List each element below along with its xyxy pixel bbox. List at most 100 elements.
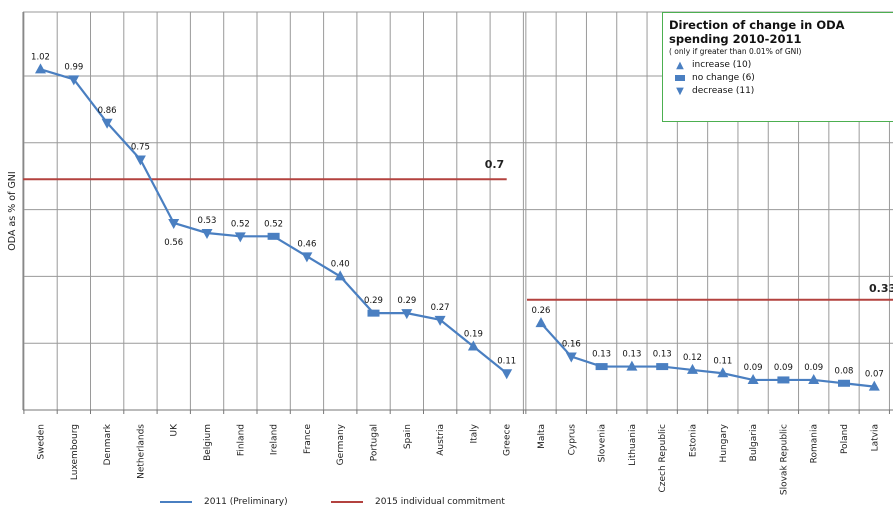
data-label: 1.02	[31, 52, 50, 62]
x-tick-label: France	[303, 424, 313, 454]
legend-2011: 2011 (Preliminary)	[160, 497, 288, 507]
marker-decrease	[168, 218, 180, 229]
x-tick-label: Cyprus	[567, 424, 577, 456]
data-label: 0.16	[562, 340, 581, 350]
data-label: 0.09	[774, 363, 793, 373]
marker-no-change	[595, 363, 608, 371]
direction-legend: Direction of change in ODA spending 2010…	[662, 12, 893, 122]
x-tick-label: Bulgaria	[749, 424, 759, 461]
commitment-label: 0.33	[869, 282, 893, 295]
x-tick-label: Denmark	[103, 423, 113, 465]
triangle-down-icon: ▼	[676, 86, 684, 97]
marker-increase	[687, 363, 698, 374]
marker-increase	[35, 63, 46, 74]
x-tick-label: Italy	[469, 423, 479, 443]
data-label: 0.75	[131, 143, 150, 153]
x-tick-label: Austria	[436, 424, 446, 456]
legend-2015-label: 2015 individual commitment	[375, 497, 505, 507]
triangle-up-icon: ▲	[676, 60, 684, 71]
x-tick-label: Ireland	[270, 424, 280, 455]
x-tick-label: Finland	[236, 424, 246, 456]
data-label: 0.11	[497, 356, 516, 366]
marker-increase	[747, 373, 759, 384]
x-tick-label: Sweden	[37, 424, 47, 460]
marker-no-change	[777, 376, 790, 384]
legend-swatch-2011	[160, 501, 192, 503]
x-tick-label: UK	[170, 423, 180, 437]
legend-note: ( only if greater than 0.01% of GNI)	[669, 47, 802, 56]
marker-decrease	[501, 369, 513, 380]
data-label: 0.13	[653, 350, 672, 360]
data-label: 0.08	[835, 366, 854, 376]
legend-item-label: decrease (11)	[692, 86, 755, 96]
x-tick-label: Netherlands	[136, 424, 146, 479]
marker-increase	[717, 367, 729, 378]
data-label: 0.52	[264, 219, 283, 229]
legend-2015: 2015 individual commitment	[331, 497, 505, 507]
commitment-label: 0.7	[485, 158, 505, 171]
data-label: 0.53	[198, 216, 217, 226]
data-label: 0.29	[397, 296, 416, 306]
data-label: 0.09	[744, 363, 763, 373]
data-label: 0.29	[364, 296, 383, 306]
x-tick-label: Slovak Republic	[779, 424, 789, 495]
legend-item-no-change: no change (6)	[669, 72, 887, 85]
data-label: 0.27	[431, 303, 450, 313]
data-label: 0.46	[297, 239, 316, 249]
marker-decrease	[68, 75, 80, 86]
legend-title: Direction of change in ODA spending 2010…	[669, 18, 845, 46]
data-label: 0.12	[683, 353, 702, 363]
marker-decrease	[134, 155, 146, 166]
marker-decrease	[434, 315, 446, 326]
legend-item-label: no change (6)	[692, 73, 755, 83]
legend-item-label: increase (10)	[692, 60, 752, 70]
x-tick-label: Slovenia	[598, 424, 608, 462]
data-label: 0.86	[98, 106, 117, 116]
x-tick-label: Hungary	[719, 423, 729, 462]
marker-decrease	[401, 309, 413, 320]
x-tick-label: Lithuania	[628, 424, 638, 466]
x-tick-label: Spain	[403, 424, 413, 449]
data-label: 0.40	[331, 259, 350, 269]
data-label: 0.11	[713, 356, 732, 366]
x-tick-label: Poland	[840, 424, 850, 454]
x-tick-label: Luxembourg	[70, 424, 80, 480]
data-label: 0.99	[64, 62, 83, 72]
marker-decrease	[301, 252, 313, 263]
y-axis-label: ODA as % of GNI	[7, 171, 18, 250]
marker-increase	[626, 360, 638, 371]
marker-decrease	[101, 118, 113, 129]
x-tick-label: Belgium	[203, 424, 213, 461]
x-tick-label: Estonia	[689, 424, 699, 457]
data-label: 0.56	[164, 238, 183, 248]
x-tick-label: Greece	[503, 424, 513, 456]
legend-item-decrease: ▼ decrease (11)	[669, 85, 887, 98]
x-tick-label: Malta	[537, 424, 547, 449]
data-label: 0.52	[231, 219, 250, 229]
data-label: 0.19	[464, 330, 483, 340]
marker-increase	[467, 340, 479, 351]
marker-no-change	[267, 232, 280, 240]
x-tick-label: Czech Republic	[658, 424, 668, 493]
marker-increase	[808, 373, 820, 384]
marker-increase	[334, 270, 346, 281]
x-tick-label: Germany	[336, 423, 346, 465]
data-label: 0.09	[804, 363, 823, 373]
data-label: 0.26	[532, 306, 551, 316]
x-tick-label: Romania	[810, 424, 820, 463]
marker-increase	[868, 380, 880, 391]
marker-increase	[535, 317, 547, 328]
marker-no-change	[367, 309, 380, 317]
square-icon	[673, 72, 687, 85]
data-label: 0.13	[622, 350, 641, 360]
marker-decrease	[565, 352, 577, 363]
marker-no-change	[656, 363, 669, 371]
marker-decrease	[201, 228, 213, 239]
marker-decrease	[234, 232, 246, 243]
marker-no-change	[838, 379, 850, 387]
legend-item-increase: ▲ increase (10)	[669, 59, 887, 72]
legend-swatch-2015	[331, 501, 363, 503]
data-label: 0.07	[865, 370, 884, 380]
data-label: 0.13	[592, 350, 611, 360]
